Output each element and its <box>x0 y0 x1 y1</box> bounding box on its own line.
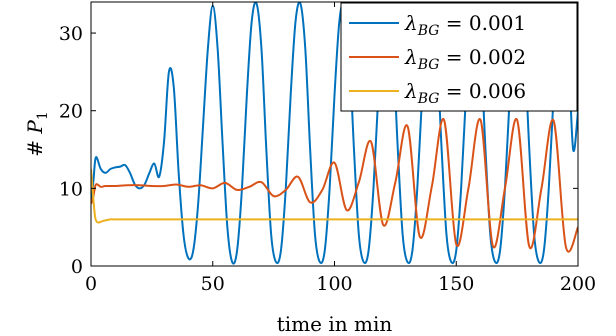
x-axis-label: time in min <box>277 312 393 336</box>
series-line-2 <box>91 117 578 253</box>
series-line-1 <box>91 2 578 265</box>
legend-label-3: λBG = 0.006 <box>404 79 526 107</box>
ticks-layer: 0 50 100 150 200 0 10 20 30 <box>59 2 596 295</box>
plot-area: 0 50 100 150 200 0 10 20 30 <box>59 1 596 295</box>
y-tick-label: 20 <box>59 101 83 123</box>
legend-label-2: λBG = 0.002 <box>404 45 526 73</box>
y-axis-label: # P1 <box>23 111 51 157</box>
x-tick-label: 50 <box>201 273 225 295</box>
y-tick-label: 0 <box>71 256 83 278</box>
x-tick-label: 100 <box>316 273 352 295</box>
legend: λBG = 0.001 λBG = 0.002 λBG = 0.006 <box>340 2 578 112</box>
x-tick-label: 0 <box>85 273 97 295</box>
y-tick-label: 30 <box>59 23 83 45</box>
series-line-3 <box>91 168 578 224</box>
legend-label-1: λBG = 0.001 <box>404 11 526 39</box>
series-layer <box>91 2 578 265</box>
x-tick-label: 200 <box>560 273 596 295</box>
y-tick-label: 10 <box>59 178 83 200</box>
x-tick-label: 150 <box>438 273 474 295</box>
